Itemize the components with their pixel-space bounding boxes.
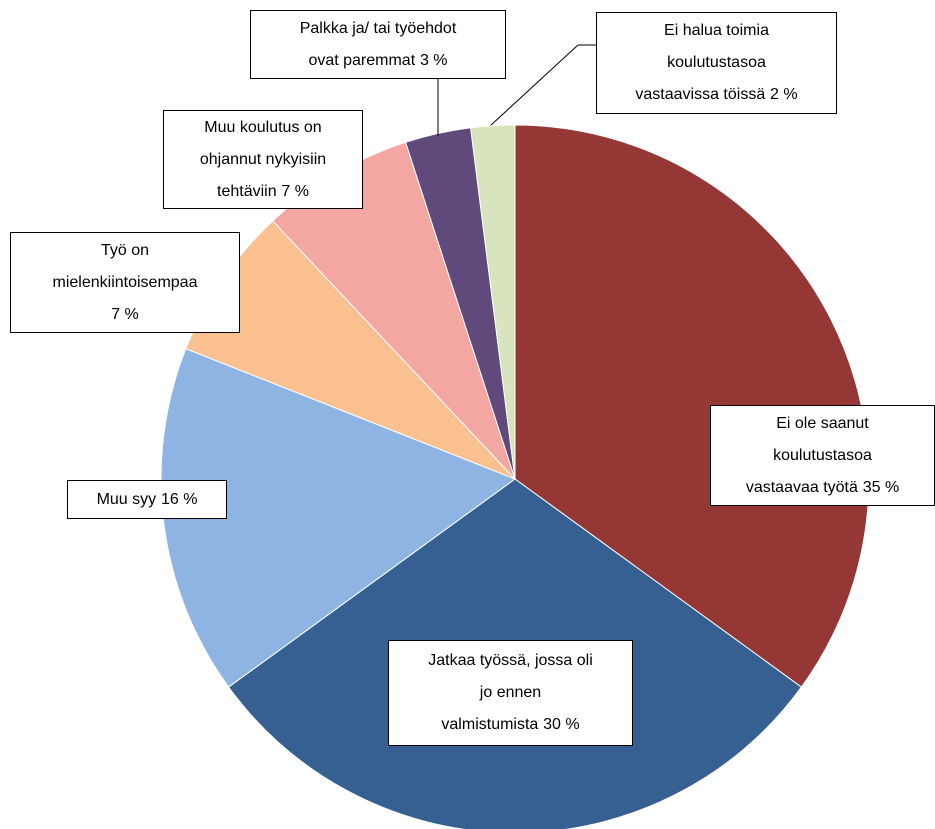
value-label: 7 % [111,305,139,323]
value-label: 35 % [862,478,900,496]
slice-label: Palkka ja/ tai työehdot ovat paremmat [299,19,457,69]
value-label: 7 % [281,182,309,200]
pie-slice [160,348,517,688]
data-label-box: Työ on mielenkiintoisempaa 7 % [10,232,240,333]
value-label: 3 % [419,51,448,69]
slice-label: Muu koulutus on ohjannut nykyisiin tehtä… [199,118,327,200]
slice-label: Ei ole saanut koulutustasoa vastaavaa ty… [745,414,872,496]
slice-label: Jatkaa työssä, jossa oli jo ennen valmis… [428,652,593,733]
pie-slice [514,124,870,688]
value-label: 30 % [543,716,580,733]
slice-label: Muu syy [96,490,157,508]
value-label: 2 % [770,86,798,103]
data-label-box: Ei ole saanut koulutustasoa vastaavaa ty… [710,405,935,506]
slice-label: Ei halua toimia koulutustasoa vastaaviss… [635,22,769,103]
data-label-box: Muu koulutus on ohjannut nykyisiin tehtä… [163,110,363,209]
leader-line [489,44,579,127]
data-label-box: Palkka ja/ tai työehdot ovat paremmat 3 % [250,10,506,79]
data-label-box: Muu syy 16 % [67,480,227,519]
data-label-box: Jatkaa työssä, jossa oli jo ennen valmis… [388,640,633,746]
slice-label: Työ on mielenkiintoisempaa [52,241,198,291]
pie-slice [470,124,516,480]
value-label: 16 % [160,490,198,508]
data-label-box: Ei halua toimia koulutustasoa vastaaviss… [596,12,837,114]
